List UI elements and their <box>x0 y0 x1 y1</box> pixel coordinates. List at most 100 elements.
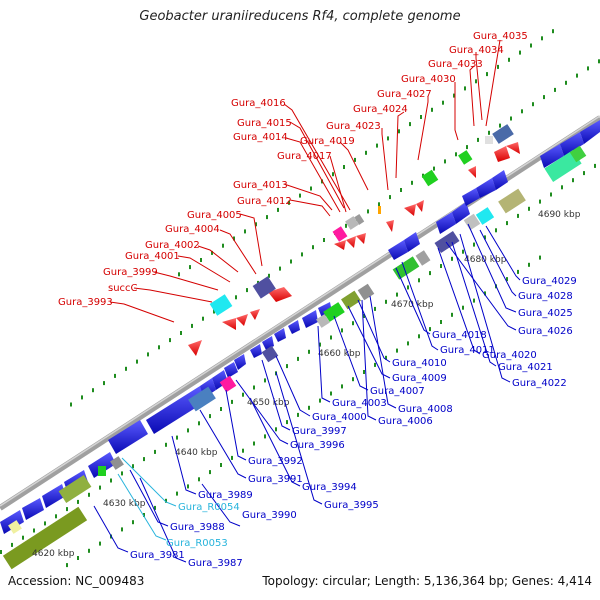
gene-label-forward[interactable]: succC <box>108 283 138 294</box>
tick-dash <box>187 428 189 433</box>
gene-label-reverse[interactable]: Gura_4007 <box>370 386 425 397</box>
gene-label-rna[interactable]: Gura_R0053 <box>166 538 228 549</box>
gene-label-reverse[interactable]: Gura_4000 <box>312 412 367 423</box>
gene-marker <box>250 344 262 358</box>
gene-label-reverse[interactable]: Gura_4006 <box>378 416 433 427</box>
gene-block <box>392 256 420 280</box>
tick-dash <box>374 362 376 367</box>
gene-label-reverse[interactable]: Gura_4026 <box>518 326 573 337</box>
gene-label-forward[interactable]: Gura_4001 <box>125 251 180 262</box>
gene-label-reverse[interactable]: Gura_4029 <box>522 276 577 287</box>
tick-dash <box>81 395 83 400</box>
gene-label-forward[interactable]: Gura_3999 <box>103 267 158 278</box>
gene-label-forward[interactable]: Gura_4012 <box>237 196 292 207</box>
gene-label-forward[interactable]: Gura_4005 <box>187 210 242 221</box>
gene-label-reverse[interactable]: Gura_4028 <box>518 291 573 302</box>
gene-block <box>110 456 124 470</box>
gene-marker <box>268 287 292 302</box>
gene-label-forward[interactable]: Gura_3993 <box>58 297 113 308</box>
gene-label-reverse[interactable]: Gura_4011 <box>440 345 495 356</box>
tick-dash <box>396 292 398 297</box>
gene-label-rna[interactable]: Gura_R0054 <box>178 502 240 513</box>
tick-dash <box>451 312 453 317</box>
gene-label-reverse[interactable]: Gura_3996 <box>290 440 345 451</box>
tick-dash <box>264 434 266 439</box>
gene-label-forward[interactable]: Gura_4027 <box>377 89 432 100</box>
gene-label-reverse[interactable]: Gura_4010 <box>392 358 447 369</box>
tick-dash <box>488 130 490 135</box>
tick-dash <box>420 115 422 119</box>
gene-label-reverse[interactable]: Gura_4018 <box>432 330 487 341</box>
gene-block <box>569 145 587 163</box>
gene-label-forward[interactable]: Gura_4017 <box>277 151 332 162</box>
tick-dash <box>451 256 453 261</box>
gene-label-forward[interactable]: Gura_4034 <box>449 45 504 56</box>
tick-dash <box>178 272 180 277</box>
gene-label-forward[interactable]: Gura_4013 <box>233 180 288 191</box>
gene-block <box>345 216 359 230</box>
gene-label-reverse[interactable]: Gura_3995 <box>324 500 379 511</box>
gene-label-forward[interactable]: Gura_4014 <box>233 132 288 143</box>
gene-block <box>252 276 276 299</box>
gene-label-forward[interactable]: Gura_4004 <box>165 224 220 235</box>
gene-label-reverse[interactable]: Gura_3989 <box>198 490 253 501</box>
gene-label-reverse[interactable]: Gura_4003 <box>332 398 387 409</box>
gene-marker <box>346 236 356 248</box>
gene-label-reverse[interactable]: Gura_3990 <box>242 510 297 521</box>
gene-marker <box>436 212 456 234</box>
tick-dash <box>385 355 387 360</box>
tick-dash <box>211 250 213 255</box>
gene-label-forward[interactable]: Gura_4015 <box>237 118 292 129</box>
gene-label-forward[interactable]: Gura_4019 <box>300 136 355 147</box>
gene-label-reverse[interactable]: Gura_3994 <box>302 482 357 493</box>
tick-dash <box>253 441 255 446</box>
gene-marker <box>356 233 366 244</box>
gene-label-reverse[interactable]: Gura_4025 <box>518 308 573 319</box>
gene-label-forward[interactable]: Gura_4030 <box>401 74 456 85</box>
gene-label-reverse[interactable]: Gura_4020 <box>482 350 537 361</box>
gene-label-reverse[interactable]: Gura_3981 <box>130 550 185 561</box>
tick-dash <box>288 200 290 205</box>
tick-dash <box>389 195 391 200</box>
gene-label-reverse[interactable]: Gura_4009 <box>392 373 447 384</box>
gene-label-forward[interactable]: Gura_4023 <box>326 121 381 132</box>
gene-label-reverse[interactable]: Gura_4021 <box>498 362 553 373</box>
tick-dash <box>398 129 400 134</box>
genome-summary-text: Topology: circular; Length: 5,136,364 bp… <box>262 574 592 588</box>
gene-label-forward[interactable]: Gura_4024 <box>353 104 408 115</box>
tick-dash <box>246 288 248 293</box>
gene-label-reverse[interactable]: Gura_3988 <box>170 522 225 533</box>
tick-dash <box>506 221 508 226</box>
gene-block <box>378 206 381 214</box>
gene-block <box>463 213 481 231</box>
tick-dash <box>297 356 299 361</box>
tick-dash <box>530 43 532 48</box>
tick-dash <box>220 407 222 411</box>
tick-dash <box>244 229 246 234</box>
tick-dash <box>198 477 200 482</box>
gene-label-forward[interactable]: Gura_4033 <box>428 59 483 70</box>
tick-dash <box>11 542 13 547</box>
gene-label-reverse[interactable]: Gura_3987 <box>188 558 243 569</box>
gene-label-reverse[interactable]: Gura_4008 <box>398 404 453 415</box>
gene-label-reverse[interactable]: Gura_3991 <box>248 474 303 485</box>
tick-dash <box>409 122 411 127</box>
tick-dash <box>121 471 123 476</box>
gene-label-forward[interactable]: Gura_4035 <box>473 31 528 42</box>
tick-dash <box>231 399 233 404</box>
gene-block <box>316 314 330 328</box>
gene-label-reverse[interactable]: Gura_4022 <box>512 378 567 389</box>
tick-dash <box>310 186 312 191</box>
tick-dash <box>200 258 202 262</box>
gene-label-forward[interactable]: Gura_4016 <box>231 98 286 109</box>
tick-dash <box>365 150 367 155</box>
tick-dash <box>363 370 365 374</box>
tick-dash <box>433 166 435 171</box>
map-title: Geobacter uraniireducens Rf4, complete g… <box>139 9 461 24</box>
gene-marker <box>476 178 496 198</box>
gene-label-forward[interactable]: Gura_4002 <box>145 240 200 251</box>
gene-label-reverse[interactable]: Gura_3992 <box>248 456 303 467</box>
tick-dash <box>330 391 332 396</box>
gene-block <box>323 302 345 322</box>
gene-label-reverse[interactable]: Gura_3997 <box>292 426 347 437</box>
